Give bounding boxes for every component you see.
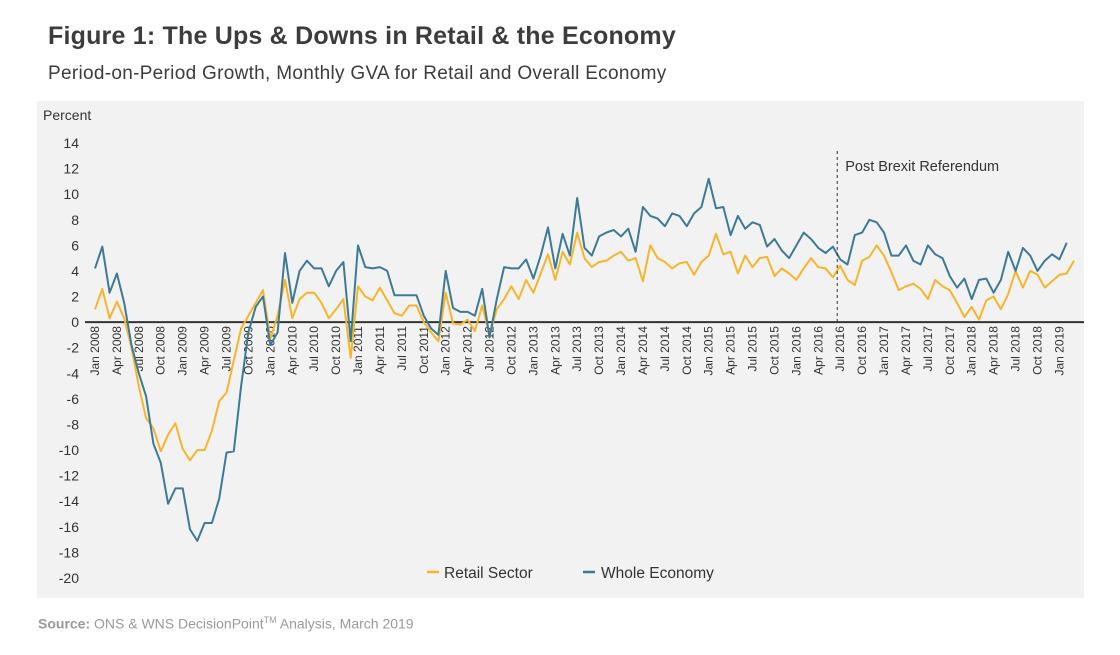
- x-tick-label: Apr 2013: [548, 326, 562, 375]
- x-tick-label: Jul 2009: [220, 326, 234, 372]
- y-tick-label: 6: [71, 237, 79, 253]
- chart-title: Figure 1: The Ups & Downs in Retail & th…: [48, 22, 676, 50]
- x-tick-label: Jul 2015: [746, 326, 760, 372]
- y-tick-label: -2: [67, 340, 80, 356]
- x-tick-label: Jan 2015: [702, 326, 716, 376]
- x-tick-label: Oct 2008: [154, 326, 168, 375]
- y-tick-label: 0: [71, 314, 79, 330]
- x-tick-label: Oct 2015: [767, 326, 781, 375]
- y-tick-label: -4: [67, 365, 80, 381]
- x-axis-ticks: Jan 2008 Apr 2008 Jul 2008 Oct 2008 Jan 2009…: [88, 326, 1066, 376]
- y-tick-label: 2: [71, 289, 79, 305]
- x-tick-label: Apr 2008: [110, 326, 124, 375]
- x-tick-label: Jan 2012: [439, 326, 453, 376]
- x-tick-label: Jan 2016: [789, 326, 803, 376]
- legend-retail-label: Retail Sector: [444, 565, 533, 582]
- x-tick-label: Apr 2018: [987, 326, 1001, 375]
- y-tick-label: 8: [71, 212, 79, 228]
- legend-economy-label: Whole Economy: [601, 565, 714, 582]
- x-tick-label: Apr 2016: [811, 326, 825, 375]
- x-tick-label: Jul 2011: [395, 326, 409, 371]
- y-tick-label: -10: [59, 442, 79, 458]
- x-tick-label: Jul 2018: [1009, 326, 1023, 372]
- legend: Retail Sector Whole Economy: [427, 565, 714, 582]
- y-tick-label: -12: [59, 468, 79, 484]
- y-tick-label: 4: [71, 263, 79, 279]
- x-tick-label: Oct 2011: [417, 326, 431, 374]
- y-tick-label: -8: [67, 416, 80, 432]
- x-tick-label: Apr 2009: [198, 326, 212, 375]
- y-tick-label: -14: [59, 493, 79, 509]
- y-tick-label: 10: [63, 186, 79, 202]
- source-text-end: Analysis, March 2019: [276, 615, 414, 632]
- x-tick-label: Jan 2019: [1052, 326, 1066, 376]
- x-tick-label: Oct 2018: [1030, 326, 1044, 375]
- x-tick-label: Jan 2013: [526, 326, 540, 376]
- x-tick-label: Jan 2017: [877, 326, 891, 376]
- trademark-mark: TM: [263, 615, 277, 625]
- x-tick-label: Oct 2010: [329, 326, 343, 375]
- x-tick-label: Apr 2017: [899, 326, 913, 375]
- x-tick-label: Jul 2017: [921, 326, 935, 372]
- series-layer: [94, 177, 1075, 542]
- x-tick-label: Jan 2009: [176, 326, 190, 376]
- y-tick-label: -6: [67, 391, 80, 407]
- brexit-referendum-label: Post Brexit Referendum: [845, 159, 999, 175]
- chart-subtitle: Period-on-Period Growth, Monthly GVA for…: [48, 63, 667, 84]
- source-text: ONS & WNS DecisionPoint: [94, 615, 264, 632]
- source-note: Source: ONS & WNS DecisionPointTM Analys…: [38, 615, 414, 632]
- x-tick-label: Jan 2011: [351, 326, 365, 375]
- y-tick-label: 12: [63, 161, 79, 177]
- y-tick-label: -16: [59, 519, 79, 535]
- y-axis-ticks: 14 12 10 8 6 4 2 0 -2 -4 -6 -8 -10 -12 -14 -16 -18 -20: [59, 135, 79, 586]
- line-chart: Percent 14 12 10 8 6 4 2 0 -2 -4 -6 -8 -10 -12 -14 -16 -…: [43, 107, 1084, 586]
- x-tick-label: Apr 2011: [373, 326, 387, 374]
- x-tick-label: Oct 2014: [680, 326, 694, 375]
- x-tick-label: Jan 2008: [88, 326, 102, 376]
- x-tick-label: Apr 2015: [724, 326, 738, 375]
- whole-economy-line: [94, 177, 1068, 542]
- plot-panel: Percent 14 12 10 8 6 4 2 0 -2 -4 -6 -8 -10 -12 -14 -16 -…: [37, 101, 1084, 598]
- y-axis-title: Percent: [43, 107, 91, 123]
- x-tick-label: Oct 2017: [943, 326, 957, 375]
- y-tick-label: 14: [63, 135, 79, 151]
- x-tick-label: Apr 2010: [285, 326, 299, 375]
- x-tick-label: Apr 2014: [636, 326, 650, 375]
- x-tick-label: Jul 2016: [833, 326, 847, 372]
- x-tick-label: Oct 2012: [504, 326, 518, 375]
- x-tick-label: Apr 2012: [461, 326, 475, 375]
- x-tick-label: Jul 2010: [307, 326, 321, 372]
- y-tick-label: -18: [59, 544, 79, 560]
- y-tick-label: -20: [59, 570, 79, 586]
- source-label: Source:: [38, 615, 91, 632]
- x-tick-label: Oct 2013: [592, 326, 606, 375]
- retail-sector-line: [94, 231, 1075, 462]
- x-tick-label: Oct 2016: [855, 326, 869, 375]
- x-tick-label: Jul 2014: [658, 326, 672, 372]
- x-tick-label: Jan 2014: [614, 326, 628, 376]
- x-tick-label: Jul 2012: [483, 326, 497, 372]
- x-tick-label: Jan 2018: [965, 326, 979, 376]
- x-tick-label: Jul 2013: [570, 326, 584, 372]
